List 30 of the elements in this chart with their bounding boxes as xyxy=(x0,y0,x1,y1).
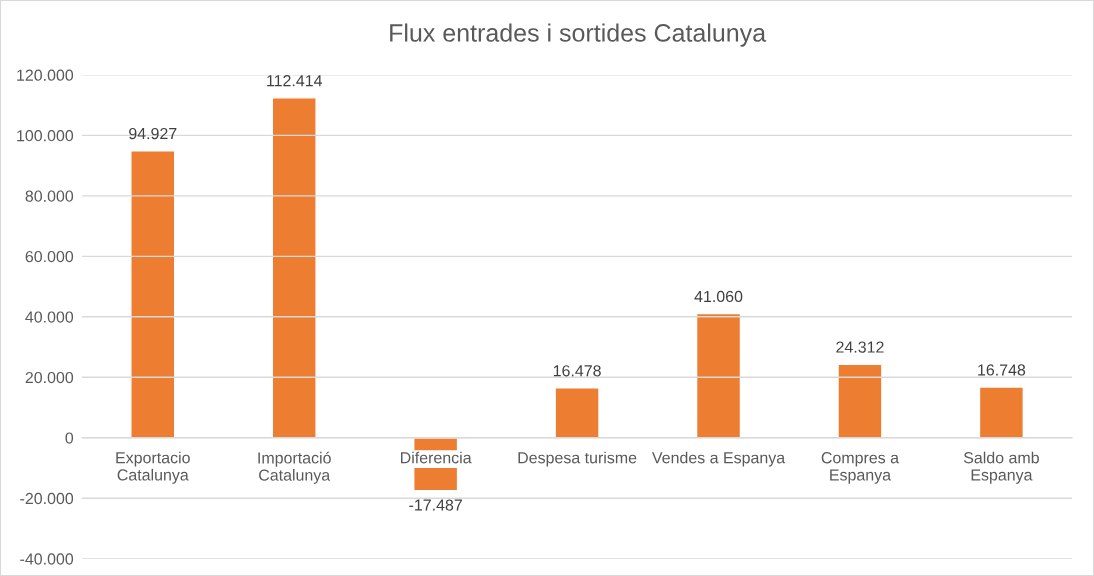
data-label: 16.748 xyxy=(978,364,1026,376)
data-label: 16.478 xyxy=(553,365,601,377)
data-label: 112.414 xyxy=(267,75,323,87)
y-tick-label: 120.000 xyxy=(17,69,74,81)
y-tick-label: 80.000 xyxy=(25,190,74,202)
x-tick-label: Exportacio Catalunya xyxy=(116,451,190,484)
bar xyxy=(695,312,742,439)
data-label: 94.927 xyxy=(129,127,177,140)
bar xyxy=(978,386,1025,439)
y-tick-label: -20.000 xyxy=(20,492,74,505)
x-tick-label: Saldo amb Espanya xyxy=(963,451,1039,484)
y-tick-label: 100.000 xyxy=(17,129,74,142)
y-tick-label: 40.000 xyxy=(25,311,74,323)
bar xyxy=(554,387,600,439)
bar xyxy=(837,363,883,439)
y-tick-label: 20.000 xyxy=(25,371,74,384)
y-tick-label: 60.000 xyxy=(25,250,74,263)
data-label: 41.060 xyxy=(694,290,743,303)
bar xyxy=(130,150,176,439)
chart-title: Flux entrades i sortides Catalunya xyxy=(390,23,767,47)
x-tick-label: Despesa turisme xyxy=(518,451,637,467)
data-label: -17.487 xyxy=(409,499,462,511)
x-tick-label: Importació Catalunya xyxy=(258,451,331,484)
x-tick-label: Compres a Espanya xyxy=(821,452,900,484)
bar xyxy=(271,97,317,439)
x-tick-label: Diferencia xyxy=(401,451,472,464)
y-tick-label: -40.000 xyxy=(20,553,74,565)
x-tick-label: Vendes a Espanya xyxy=(651,451,786,467)
data-label: 24.312 xyxy=(836,341,884,353)
y-tick-label: 0 xyxy=(65,432,74,444)
